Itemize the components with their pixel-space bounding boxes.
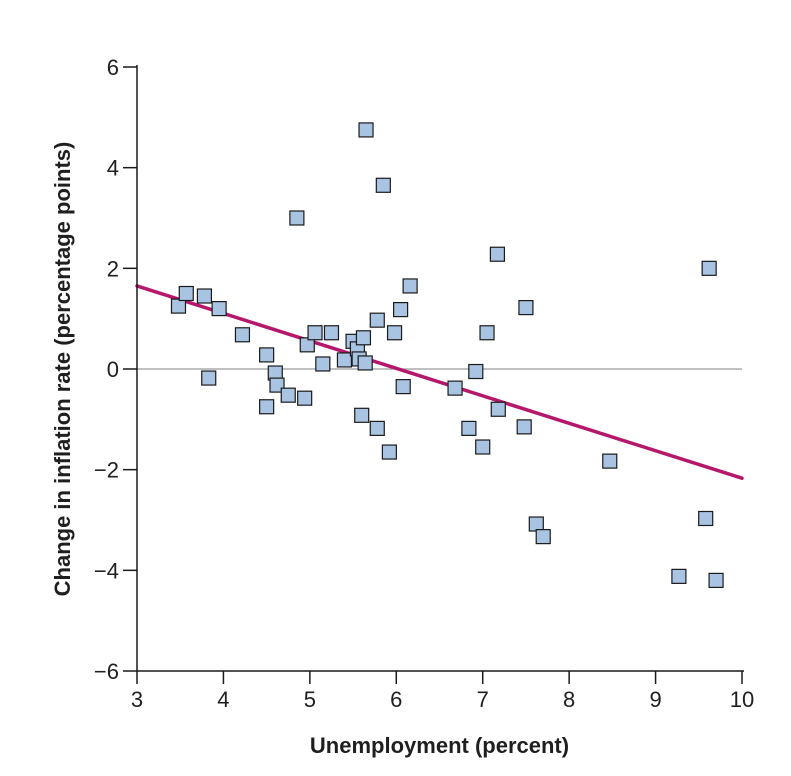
data-point [447,380,463,396]
data-point [375,177,391,193]
y-axis-title: Change in inflation rate (percentage poi… [50,142,75,597]
y-tick-label: 2 [107,256,119,281]
x-tick-label: 8 [563,687,575,712]
data-point [297,390,313,406]
data-point [516,419,532,435]
data-point [323,325,340,341]
data-point [402,278,418,294]
data-point [386,325,403,341]
data-point [315,356,331,372]
data-point [369,420,385,436]
data-point [299,337,315,353]
data-point [280,387,296,403]
x-tick-label: 5 [304,687,316,712]
data-point [369,312,385,328]
data-point [354,407,370,423]
x-tick-label: 6 [390,687,402,712]
x-tick-label: 4 [217,687,229,712]
data-point [196,288,213,304]
data-point [201,370,217,386]
data-point [518,299,534,316]
x-tick-label: 10 [730,687,754,712]
data-point [489,246,506,262]
x-tick-label: 7 [477,687,489,712]
data-point [211,301,227,317]
data-point [461,420,477,436]
data-point [698,510,714,527]
data-point [357,355,373,371]
y-tick-label: 0 [107,357,119,382]
y-tick-label: −6 [94,659,119,684]
data-point [490,401,506,417]
y-tick-label: −4 [94,558,119,583]
data-point [336,352,353,368]
y-tick-label: 6 [107,55,119,80]
x-tick-label: 9 [649,687,661,712]
data-point [535,529,551,545]
y-tick-label: 4 [107,156,119,181]
data-point [259,347,275,363]
y-tick-label: −2 [94,458,119,483]
data-point [475,439,491,455]
data-point [358,122,374,138]
data-point [395,379,411,395]
data-point [602,453,618,469]
data-point [701,260,717,276]
data-point [178,285,194,302]
data-point [671,568,687,584]
data-point [355,330,372,346]
data-point [170,298,187,314]
data-point [234,327,251,343]
data-point [269,377,285,393]
data-point [479,325,495,341]
data-point [307,325,323,341]
data-point [393,302,409,318]
data-point [528,516,544,532]
x-tick-label: 3 [131,687,143,712]
data-point [259,399,275,415]
regression-line [135,284,744,480]
data-point [468,363,484,380]
data-point [289,210,305,226]
data-point [381,444,397,460]
data-point [708,572,724,589]
x-axis-title: Unemployment (percent) [310,733,569,758]
